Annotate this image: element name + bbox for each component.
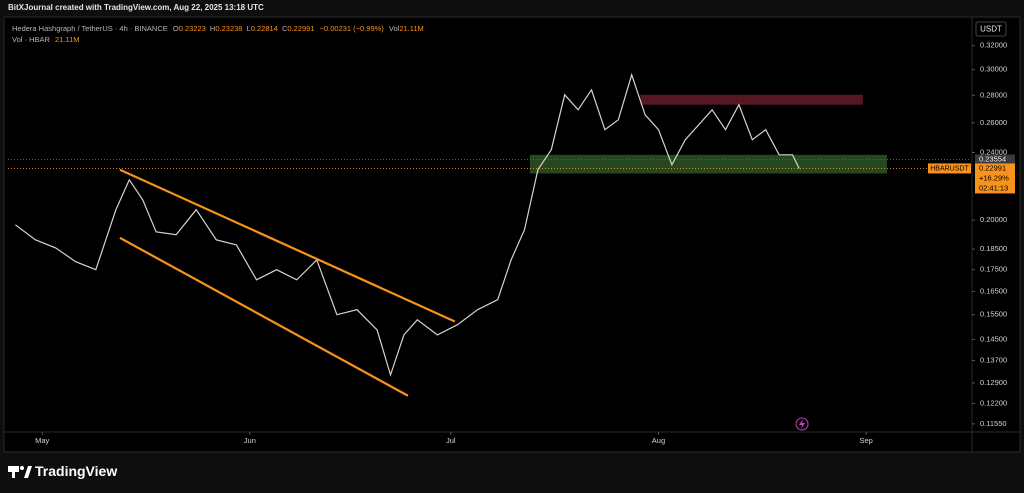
chart-frame [3, 16, 1021, 453]
price-line-series [15, 72, 800, 377]
logo: TradingView [8, 463, 117, 479]
price-label: 0.22991 [979, 163, 1006, 172]
volume-value: 21.11M [399, 24, 423, 33]
currency-label[interactable]: USDT [980, 25, 1002, 34]
y-tick-label: 0.28000 [980, 90, 1007, 99]
y-tick-label: 0.11550 [980, 419, 1007, 428]
ohlc-value: 0.23238 [215, 24, 242, 33]
attribution: BitXJournal created with TradingView.com… [8, 3, 264, 12]
volume-label: Vol [389, 24, 400, 33]
trendline [119, 168, 456, 323]
volume-title-value: 21.11M [55, 35, 79, 44]
symbol-box [928, 163, 971, 174]
event-bolt [799, 419, 805, 429]
volume-title: Vol · HBAR [12, 35, 51, 44]
y-tick-label: 0.17500 [980, 265, 1007, 274]
y-tick-label: 0.12900 [980, 378, 1007, 387]
y-tick-label: 0.26000 [980, 118, 1007, 127]
brand: TradingView [35, 463, 117, 479]
ohlc-label: L [247, 24, 251, 33]
x-tick-label: May [35, 436, 49, 445]
change: −0.00231 (−0.99%) [320, 24, 385, 33]
y-tick-label: 0.13700 [980, 356, 1007, 365]
symbol-label: HBARUSDT [930, 165, 969, 172]
logo-mark [24, 466, 32, 478]
ohlc-label: O [173, 24, 179, 33]
logo-mark [20, 466, 24, 470]
volume-legend: Vol · HBAR 21.11M [12, 35, 80, 44]
zone [529, 154, 887, 174]
x-tick-label: Aug [652, 436, 665, 445]
countdown-label: 02:41:13 [979, 183, 1008, 192]
logo-mark [12, 466, 15, 478]
price-box [975, 154, 1015, 165]
ohlc-value: 0.22991 [287, 24, 314, 33]
price-box [975, 163, 1015, 194]
y-tick-label: 0.14500 [980, 334, 1007, 343]
y-tick-label: 0.24000 [980, 147, 1007, 156]
price-label: 0.23554 [979, 154, 1006, 163]
y-tick-label: 0.30000 [980, 65, 1007, 74]
symbol-title: Hedera Hashgraph / TetherUS · 4h · BINAN… [12, 24, 168, 33]
change-label: +16.29% [979, 173, 1009, 182]
legend-line: Hedera Hashgraph / TetherUS · 4h · BINAN… [12, 24, 424, 33]
x-tick-label: Jun [244, 436, 256, 445]
plot: 0.32000 0.30000 0.28000 0.26000 0.24000 0.200… [8, 41, 1007, 445]
ohlc-label: H [210, 24, 215, 33]
trendline [119, 236, 409, 397]
y-tick-label: 0.12200 [980, 399, 1007, 408]
y-tick-label: 0.18500 [980, 244, 1007, 253]
y-tick-label: 0.20000 [980, 215, 1007, 224]
event-icon[interactable] [795, 417, 809, 431]
ohlc-value: 0.22814 [251, 24, 278, 33]
x-tick-label: Sep [859, 436, 872, 445]
currency-box[interactable] [975, 21, 1007, 37]
x-tick-label: Jul [446, 436, 456, 445]
y-tick-label: 0.16500 [980, 287, 1007, 296]
ohlc-value: 0.23223 [179, 24, 206, 33]
ohlc-label: C [282, 24, 288, 33]
zone [640, 94, 863, 105]
y-tick-label: 0.32000 [980, 41, 1007, 50]
y-tick-label: 0.15500 [980, 310, 1007, 319]
